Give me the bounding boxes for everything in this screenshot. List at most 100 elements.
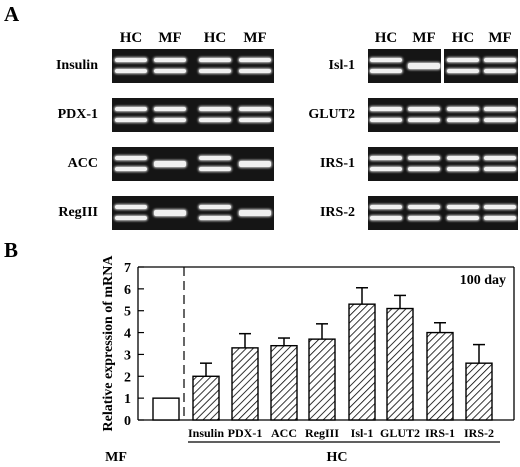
gel-band xyxy=(447,118,479,122)
gel-band xyxy=(447,58,479,62)
gel-band xyxy=(199,167,231,171)
gel-band xyxy=(154,58,186,62)
gel-band xyxy=(370,205,402,209)
y-tick-label: 3 xyxy=(124,348,131,363)
gel-band xyxy=(154,210,186,216)
gel-band xyxy=(484,216,516,220)
gel-acc xyxy=(112,147,274,181)
category-label: Isl-1 xyxy=(351,426,374,440)
gel-band xyxy=(239,69,271,73)
right-lane-label-4: MF xyxy=(488,30,512,46)
y-tick-label: 6 xyxy=(124,283,131,298)
gel-band xyxy=(239,58,271,62)
bar-glut2 xyxy=(386,307,414,421)
gene-label-irs-1: IRS-1 xyxy=(319,156,355,171)
bar-irs-1 xyxy=(426,331,454,421)
y-tick-label: 0 xyxy=(124,414,131,429)
left-lane-label-1: HC xyxy=(119,30,143,46)
gel-band xyxy=(199,216,231,220)
gel-band xyxy=(408,216,440,220)
gel-band xyxy=(154,107,186,111)
right-lane-label-3: HC xyxy=(451,30,475,46)
gel-band xyxy=(370,118,402,122)
category-label: GLUT2 xyxy=(380,426,420,440)
category-label: IRS-1 xyxy=(425,426,455,440)
left-lane-label-4: MF xyxy=(243,30,267,46)
gel-band xyxy=(199,107,231,111)
gel-band xyxy=(199,205,231,209)
gel-band xyxy=(447,69,479,73)
bar-irs-2 xyxy=(465,362,493,421)
gene-label-insulin: Insulin xyxy=(55,58,98,73)
gel-band xyxy=(370,58,402,62)
gel-band xyxy=(408,167,440,171)
gel-band xyxy=(484,107,516,111)
gel-band xyxy=(370,216,402,220)
gel-band xyxy=(239,210,271,216)
gel-band xyxy=(408,156,440,160)
gel-band xyxy=(484,118,516,122)
gel-glut2 xyxy=(368,98,518,132)
gel-band xyxy=(239,107,271,111)
gel-split-divider xyxy=(441,49,444,83)
annotation-100-day: 100 day xyxy=(460,273,506,288)
gel-regiii xyxy=(112,196,274,230)
bar-mf xyxy=(152,397,180,421)
gel-band xyxy=(408,107,440,111)
gel-irs-1 xyxy=(368,147,518,181)
bar-insulin xyxy=(192,375,220,421)
gel-band xyxy=(447,205,479,209)
gel-band xyxy=(115,107,147,111)
left-lane-label-3: HC xyxy=(203,30,227,46)
category-label: Insulin xyxy=(188,426,224,440)
gel-band xyxy=(447,107,479,111)
group-label-hc: HC xyxy=(327,450,348,465)
gel-band xyxy=(484,167,516,171)
gel-band xyxy=(154,118,186,122)
left-lane-label-2: MF xyxy=(158,30,182,46)
category-label: PDX-1 xyxy=(228,426,263,440)
gel-band xyxy=(484,58,516,62)
y-tick-label: 4 xyxy=(124,327,131,342)
gel-band xyxy=(408,205,440,209)
bar-pdx-1 xyxy=(231,347,259,421)
gel-band xyxy=(199,118,231,122)
panel-a-letter: A xyxy=(4,2,20,26)
y-tick-label: 2 xyxy=(124,370,131,385)
gel-band xyxy=(199,69,231,73)
gel-band xyxy=(199,58,231,62)
gel-band xyxy=(115,205,147,209)
gel-band xyxy=(370,69,402,73)
gene-label-glut2: GLUT2 xyxy=(308,107,355,122)
gel-band xyxy=(115,58,147,62)
right-lane-label-2: MF xyxy=(412,30,436,46)
gel-band xyxy=(199,156,231,160)
gel-band xyxy=(115,167,147,171)
y-tick-label: 1 xyxy=(124,392,131,407)
category-label: ACC xyxy=(271,426,297,440)
gel-band xyxy=(115,156,147,160)
gel-isl-1 xyxy=(368,49,518,83)
bar-acc xyxy=(270,344,298,421)
gel-band xyxy=(447,216,479,220)
gene-label-regiii: RegIII xyxy=(58,205,98,220)
right-lane-label-1: HC xyxy=(374,30,398,46)
gel-band xyxy=(408,63,440,69)
group-label-mf: MF xyxy=(105,450,127,465)
gene-label-acc: ACC xyxy=(67,156,98,171)
gel-band xyxy=(154,161,186,167)
gel-band xyxy=(370,156,402,160)
y-tick-label: 7 xyxy=(124,261,131,276)
gene-label-pdx-1: PDX-1 xyxy=(57,107,98,122)
gel-band xyxy=(408,118,440,122)
y-tick-label: 5 xyxy=(124,305,131,320)
gel-band xyxy=(115,216,147,220)
category-label: IRS-2 xyxy=(464,426,494,440)
gel-insulin xyxy=(112,49,274,83)
gel-band xyxy=(239,161,271,167)
bar-isl-1 xyxy=(348,303,376,421)
gel-band xyxy=(447,156,479,160)
gene-label-isl-1: Isl-1 xyxy=(328,58,355,73)
gel-pdx-1 xyxy=(112,98,274,132)
